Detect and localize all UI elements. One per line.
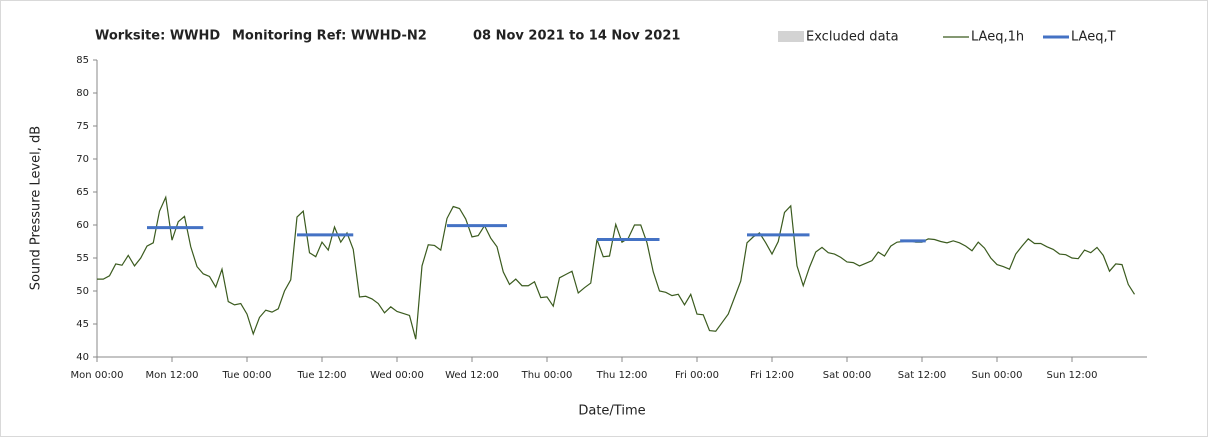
legend-excluded-label: Excluded data <box>806 30 899 45</box>
title-dates: 08 Nov 2021 to 14 Nov 2021 <box>473 29 680 44</box>
y-tick-label: 80 <box>76 88 89 99</box>
x-tick-label: Sun 00:00 <box>971 370 1022 381</box>
y-axis-label: Sound Pressure Level, dB <box>29 126 44 290</box>
legend-label: LAeq,1h <box>971 30 1024 45</box>
y-tick-label: 70 <box>76 154 89 165</box>
y-tick-label: 60 <box>76 220 89 231</box>
y-tick-label: 50 <box>76 286 89 297</box>
y-tick-label: 75 <box>76 121 89 132</box>
series-line <box>97 195 1136 340</box>
x-tick-label: Tue 12:00 <box>296 370 346 381</box>
x-tick-label: Mon 00:00 <box>70 370 123 381</box>
x-tick-label: Fri 12:00 <box>750 370 794 381</box>
legend-label: LAeq,T <box>1071 30 1116 45</box>
series-line <box>147 224 926 243</box>
x-tick-label: Sat 00:00 <box>823 370 871 381</box>
x-axis-label: Date/Time <box>578 404 645 419</box>
y-tick-label: 85 <box>76 55 89 66</box>
x-tick-label: Thu 12:00 <box>596 370 648 381</box>
x-tick-label: Fri 00:00 <box>675 370 719 381</box>
y-tick-label: 45 <box>76 319 89 330</box>
x-tick-label: Sun 12:00 <box>1046 370 1097 381</box>
title-ref: Monitoring Ref: WWHD-N2 <box>232 29 427 44</box>
y-tick-label: 55 <box>76 253 89 264</box>
x-tick-label: Sat 12:00 <box>898 370 946 381</box>
x-tick-label: Wed 12:00 <box>445 370 499 381</box>
x-tick-label: Mon 12:00 <box>145 370 198 381</box>
x-tick-label: Wed 00:00 <box>370 370 424 381</box>
x-tick-label: Thu 00:00 <box>521 370 573 381</box>
y-tick-label: 65 <box>76 187 89 198</box>
legend-excluded-swatch <box>778 31 804 42</box>
y-tick-label: 40 <box>76 352 89 363</box>
x-tick-label: Tue 00:00 <box>221 370 271 381</box>
title-worksite: Worksite: WWHD <box>95 29 220 44</box>
